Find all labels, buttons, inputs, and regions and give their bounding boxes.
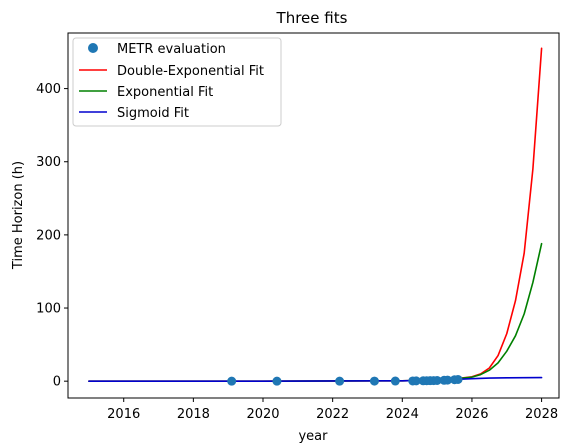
series-layer [88,47,543,382]
legend-box [72,37,282,127]
y-axis-ticks: 0 100 200 300 400 [36,82,68,390]
plot-frame [67,32,560,399]
scatter-point [335,376,345,386]
y-tick-label: 300 [36,155,61,170]
x-tick-label: 2022 [316,407,349,422]
chart-title: Three fits [276,9,348,27]
legend-label-exponential: Exponential Fit [117,85,213,100]
scatter-point [390,376,400,386]
legend: METR evaluation Double-Exponential Fit E… [72,37,282,127]
x-tick-label: 2018 [177,407,210,422]
y-axis-label: Time Horizon (h) [11,161,26,270]
legend-marker-scatter [88,43,98,53]
x-tick-label: 2016 [107,407,140,422]
scatter-point [411,376,421,386]
x-tick-label: 2024 [386,407,419,422]
y-tick-label: 400 [36,82,61,97]
x-axis-ticks: 2016 2018 2020 2022 2024 2026 2028 [107,398,558,422]
legend-label-sigmoid: Sigmoid Fit [117,106,189,121]
scatter-point [443,375,453,385]
legend-label-double-exponential: Double-Exponential Fit [117,64,264,79]
x-tick-label: 2028 [525,407,558,422]
scatter-layer [227,374,463,386]
x-tick-label: 2020 [246,407,279,422]
scatter-point [432,375,442,385]
y-tick-label: 0 [53,375,61,390]
x-axis-label: year [298,429,328,444]
legend-label-scatter: METR evaluation [117,42,226,57]
scatter-point [369,376,379,386]
scatter-point [453,374,463,384]
y-tick-label: 100 [36,302,61,317]
x-tick-label: 2026 [455,407,488,422]
y-tick-label: 200 [36,228,61,243]
series-line-sigmoid-fit [88,376,543,382]
scatter-point [272,376,282,386]
scatter-point [227,376,237,386]
